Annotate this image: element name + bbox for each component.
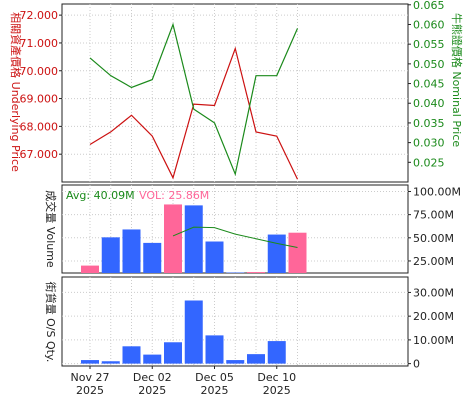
volume-axis-title: 成交量 Volume	[44, 190, 58, 268]
left-tick-label: 70.000	[20, 65, 59, 78]
volume-bar	[101, 237, 120, 273]
volume-tick-label: 25.00M	[413, 255, 454, 268]
os-qty-bar	[267, 341, 286, 364]
os-qty-axis-title: 街貨量 O/S Qty.	[44, 282, 58, 363]
right-tick-label: 0.065	[413, 0, 445, 12]
volume-average-line	[172, 226, 298, 249]
volume-bar	[288, 232, 307, 273]
left-tick-label: 72.000	[20, 9, 59, 22]
left-tick-label: 69.000	[20, 93, 59, 106]
nominal-price-line	[89, 22, 299, 177]
left-tick-label: 68.000	[20, 120, 59, 133]
volume-vol-legend: VOL: 25.86M	[139, 189, 209, 202]
os-qty-panel-frame	[61, 276, 409, 367]
right-tick-label: 0.030	[413, 137, 445, 150]
volume-tick-label: 75.00M	[413, 209, 454, 222]
os-qty-bar	[184, 300, 203, 364]
right-tick-label: 0.040	[413, 97, 445, 110]
os-qty-tick-label: 10.00M	[413, 334, 454, 347]
x-tick-label-date: Dec 10	[257, 371, 296, 384]
os-qty-bar	[122, 346, 141, 364]
volume-bar	[247, 272, 265, 273]
x-tick-label-year: 2025	[76, 384, 104, 397]
os-qty-bar	[164, 342, 182, 364]
x-tick-label-year: 2025	[138, 384, 166, 397]
volume-bar	[184, 205, 203, 273]
right-tick-label: 0.035	[413, 117, 445, 130]
x-tick-label-year: 2025	[263, 384, 291, 397]
volume-bar	[205, 241, 224, 273]
x-tick-label-year: 2025	[201, 384, 229, 397]
volume-tick-label: 50.00M	[413, 232, 454, 245]
left-tick-label: 71.000	[20, 37, 59, 50]
volume-bar	[81, 265, 99, 273]
volume-tick-label: 100.00M	[413, 185, 461, 198]
os-qty-bar	[247, 354, 265, 364]
volume-bar	[267, 234, 286, 273]
volume-bar	[143, 242, 162, 273]
os-qty-bar	[226, 360, 245, 364]
left-tick-label: 67.000	[20, 148, 59, 161]
right-tick-label: 0.050	[413, 58, 445, 71]
os-qty-tick-label: 20.00M	[413, 310, 454, 323]
right-axis-title: 牛熊證價格 Nominal Price	[450, 13, 464, 148]
os-qty-bar	[143, 354, 162, 364]
right-tick-label: 0.055	[413, 38, 445, 51]
right-tick-label: 0.060	[413, 18, 445, 31]
os-qty-tick-label: 30.00M	[413, 286, 454, 299]
os-qty-bar	[101, 361, 120, 364]
right-tick-label: 0.025	[413, 156, 445, 169]
price-panel-frame	[61, 3, 409, 183]
volume-bar	[164, 204, 182, 273]
x-tick-label-date: Dec 05	[195, 371, 234, 384]
volume-bar	[122, 229, 141, 273]
x-tick-label-date: Nov 27	[71, 371, 110, 384]
os-qty-bar	[205, 335, 224, 364]
volume-avg-legend: Avg: 40.09M	[66, 189, 135, 202]
underlying-price-line	[89, 46, 299, 180]
right-tick-label: 0.045	[413, 78, 445, 91]
os-qty-tick-label: 0	[413, 358, 420, 371]
os-qty-bar	[81, 360, 99, 364]
left-axis-title: 相關資產價格 Underlying Price	[9, 12, 23, 172]
x-tick-label-date: Dec 02	[133, 371, 172, 384]
